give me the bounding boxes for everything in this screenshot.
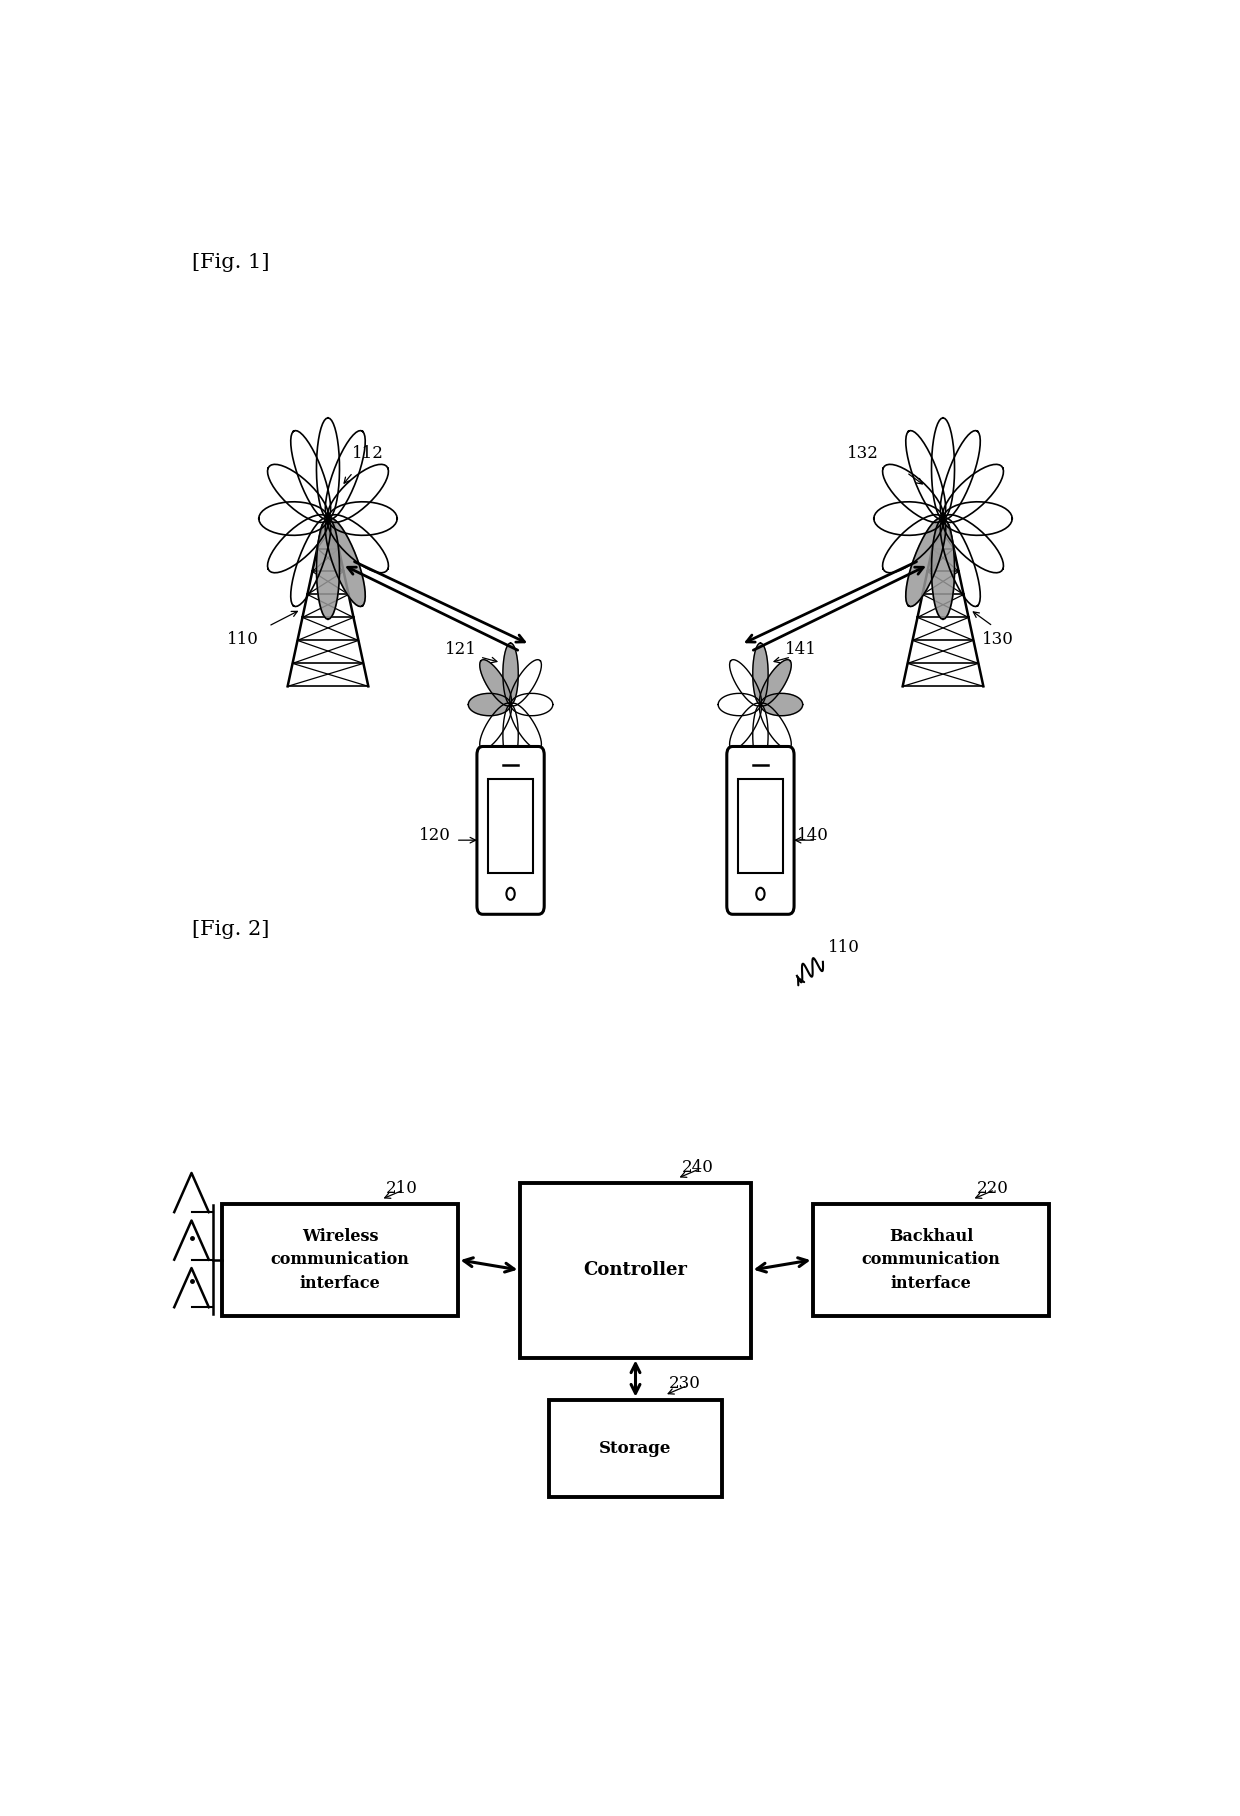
Text: [Fig. 2]: [Fig. 2] <box>191 921 269 939</box>
Text: 112: 112 <box>352 445 384 463</box>
Text: 120: 120 <box>419 826 451 844</box>
Bar <box>489 779 533 873</box>
Bar <box>222 1204 458 1315</box>
Polygon shape <box>931 519 955 619</box>
Text: 130: 130 <box>982 632 1013 648</box>
Text: Controller: Controller <box>584 1260 687 1278</box>
Text: 140: 140 <box>797 826 828 844</box>
Polygon shape <box>480 659 512 706</box>
Bar <box>813 1204 1049 1315</box>
Bar <box>549 1400 722 1498</box>
Text: Storage: Storage <box>599 1440 672 1456</box>
Polygon shape <box>760 694 802 716</box>
Polygon shape <box>905 518 946 607</box>
Polygon shape <box>753 643 768 705</box>
Polygon shape <box>316 519 340 619</box>
Text: 230: 230 <box>670 1375 701 1393</box>
FancyBboxPatch shape <box>477 746 544 913</box>
Bar <box>521 1182 751 1358</box>
Text: [Fig. 1]: [Fig. 1] <box>191 252 269 272</box>
Text: 121: 121 <box>445 641 477 657</box>
Text: 240: 240 <box>682 1159 713 1175</box>
FancyBboxPatch shape <box>727 746 794 913</box>
Polygon shape <box>759 659 791 706</box>
Text: Wireless
communication
interface: Wireless communication interface <box>270 1228 409 1291</box>
Polygon shape <box>325 518 366 607</box>
Text: 110: 110 <box>828 939 859 955</box>
Text: 210: 210 <box>386 1180 418 1197</box>
Polygon shape <box>503 643 518 705</box>
Polygon shape <box>469 694 511 716</box>
Text: Backhaul
communication
interface: Backhaul communication interface <box>862 1228 1001 1291</box>
Text: 110: 110 <box>227 632 259 648</box>
Text: 220: 220 <box>977 1180 1008 1197</box>
Text: 132: 132 <box>847 445 879 463</box>
Text: 141: 141 <box>785 641 816 657</box>
Bar <box>738 779 782 873</box>
